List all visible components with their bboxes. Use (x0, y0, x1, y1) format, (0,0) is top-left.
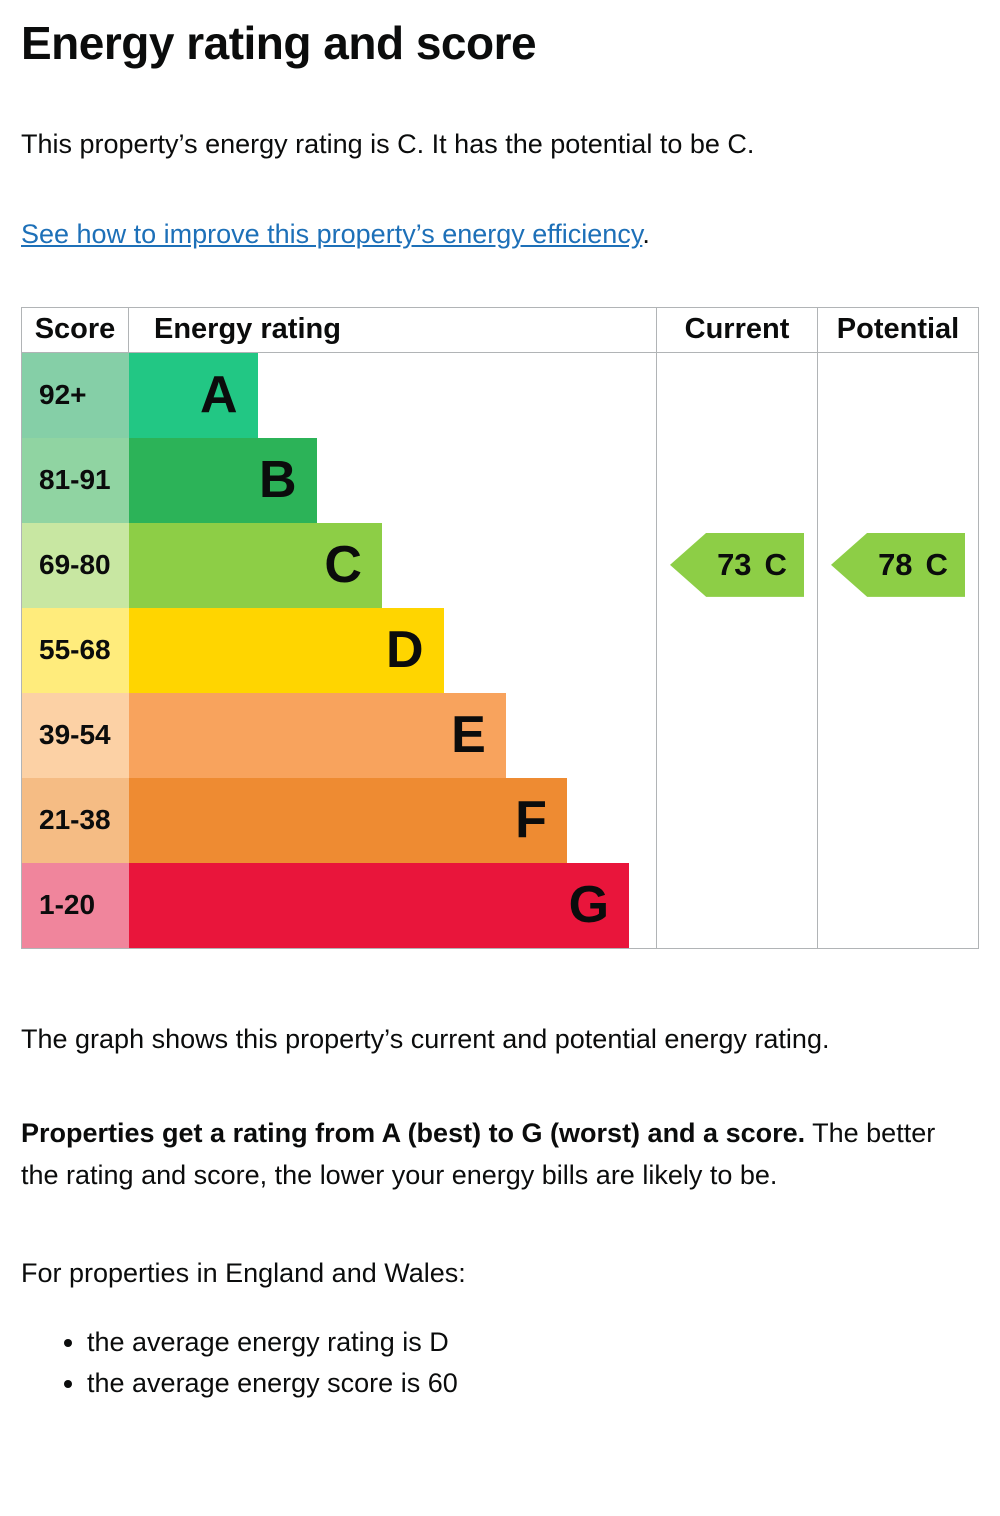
score-range-a: 92+ (22, 352, 129, 438)
band-row-b: B (129, 437, 656, 523)
band-bar-d: D (129, 607, 444, 693)
score-column: Score 92+ 81-91 69-80 55-68 39-54 21-38 1-20 (22, 307, 129, 948)
band-row-a: A (129, 352, 656, 438)
potential-rating-arrow: 78 C (831, 532, 965, 597)
intro-text: This property’s energy rating is C. It h… (21, 129, 755, 159)
band-bar-e: E (129, 692, 506, 778)
potential-score: 78 (878, 546, 913, 582)
band-letter: B (259, 451, 297, 510)
score-range-d: 55-68 (22, 607, 129, 693)
band-bar-c: C (129, 522, 382, 608)
current-column: Current 73 C (656, 307, 817, 948)
potential-column: Potential 78 C (817, 307, 978, 948)
score-range-b: 81-91 (22, 437, 129, 523)
list-item-average-score: the average energy score is 60 (87, 1368, 979, 1399)
band-row-d: D (129, 607, 656, 693)
band-row-e: E (129, 692, 656, 778)
averages-list: the average energy rating is D the avera… (21, 1327, 979, 1399)
band-letter: E (451, 706, 486, 765)
improve-link-paragraph: See how to improve this property’s energ… (21, 216, 979, 252)
rating-explanation-bold: Properties get a rating from A (best) to… (21, 1118, 806, 1149)
potential-band: C (925, 546, 948, 582)
band-letter: D (386, 621, 424, 680)
page-title: Energy rating and score (21, 17, 537, 69)
score-range-c: 69-80 (22, 522, 129, 608)
rating-column-header: Energy rating (129, 308, 656, 353)
current-score: 73 (717, 546, 752, 582)
band-row-g: G (129, 862, 656, 948)
improve-efficiency-link[interactable]: See how to improve this property’s energ… (21, 219, 643, 250)
current-band: C (764, 546, 787, 582)
score-column-body: 92+ 81-91 69-80 55-68 39-54 21-38 1-20 (22, 352, 129, 948)
region-heading: For properties in England and Wales: (21, 1258, 466, 1288)
current-column-header: Current (657, 308, 817, 353)
rating-explanation: Properties get a rating from A (best) to… (21, 1113, 979, 1197)
band-row-c: C (129, 522, 656, 608)
link-suffix: . (642, 219, 650, 250)
band-letter: F (515, 791, 547, 850)
potential-column-header: Potential (818, 308, 978, 353)
current-rating-arrow: 73 C (670, 532, 804, 597)
band-bar-b: B (129, 437, 317, 523)
band-bar-a: A (129, 352, 258, 438)
score-range-e: 39-54 (22, 692, 129, 778)
list-item-average-rating: the average energy rating is D (87, 1327, 979, 1358)
score-range-g: 1-20 (22, 862, 129, 948)
rating-explanation-rest: The better the rating and score, the low… (21, 1118, 936, 1191)
band-letter: A (200, 366, 238, 425)
band-bar-g: G (129, 862, 630, 948)
graph-caption: The graph shows this property’s current … (21, 1023, 830, 1054)
band-bar-f: F (129, 777, 567, 863)
band-row-f: F (129, 777, 656, 863)
epc-rating-table: Score 92+ 81-91 69-80 55-68 39-54 21-38 1-20 E… (21, 306, 979, 949)
band-letter: G (568, 876, 610, 935)
score-column-header: Score (22, 307, 129, 353)
band-letter: C (324, 536, 362, 595)
score-range-f: 21-38 (22, 777, 129, 863)
